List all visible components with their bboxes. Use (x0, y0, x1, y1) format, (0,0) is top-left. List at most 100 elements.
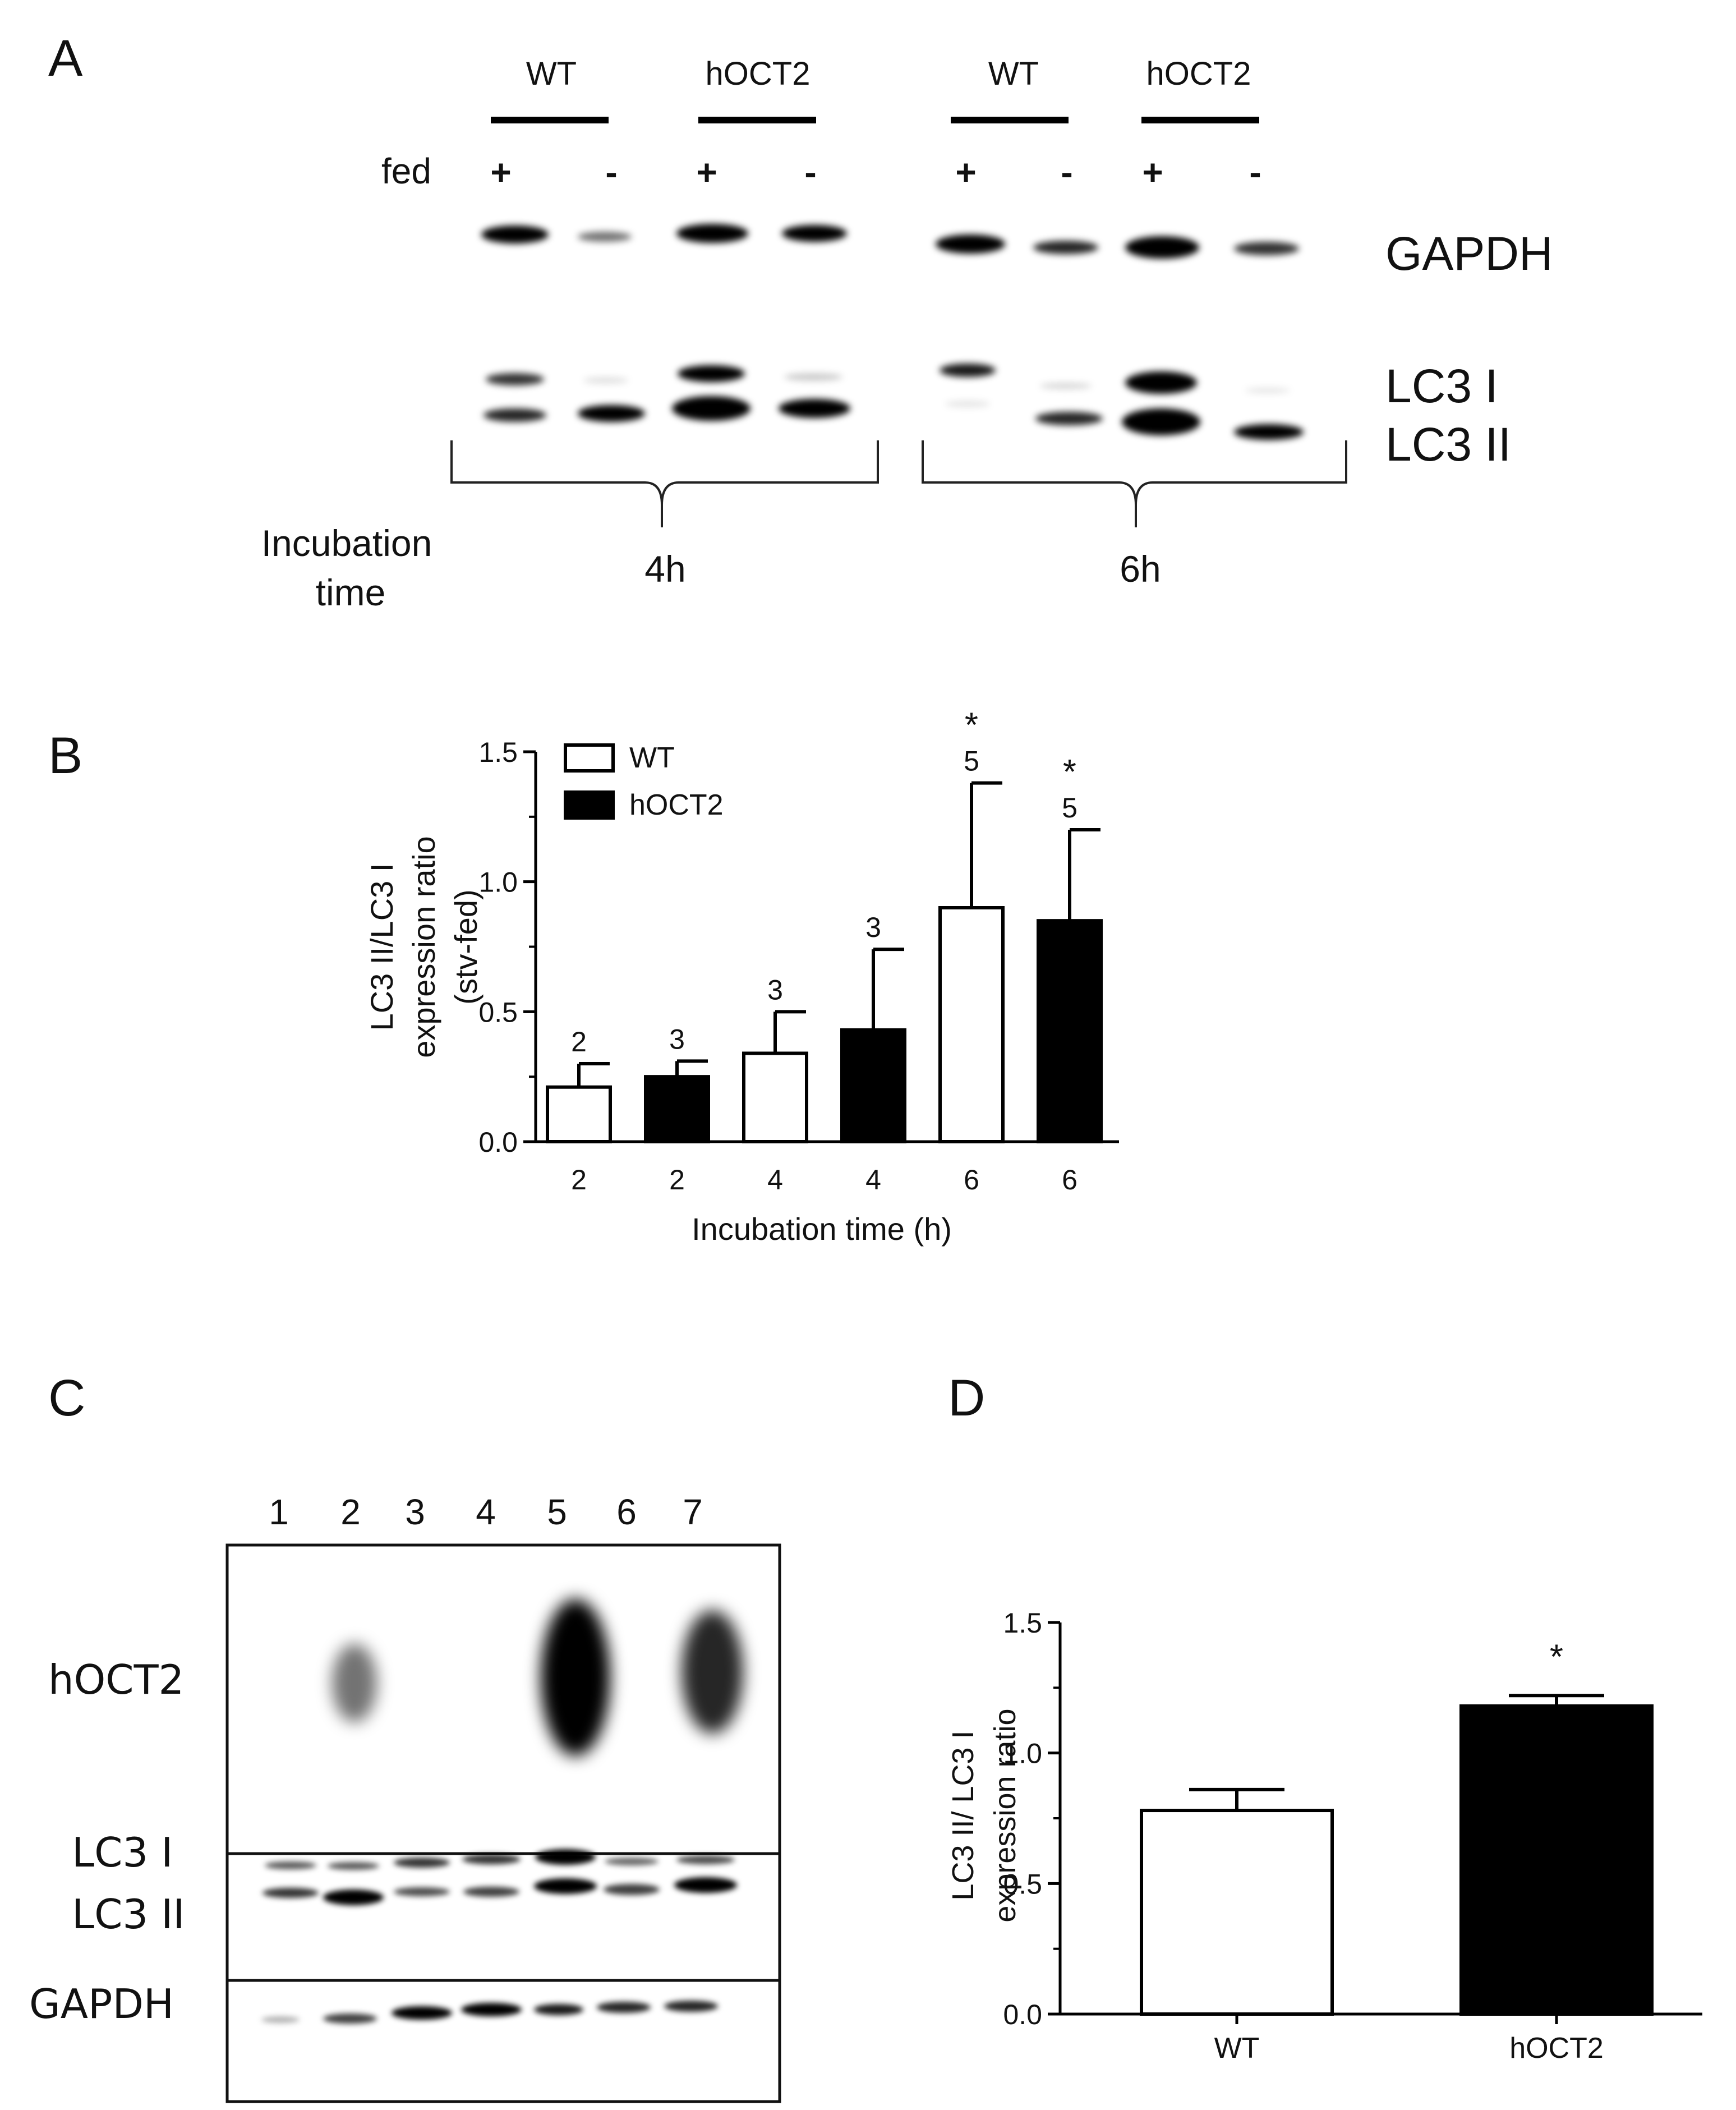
x-tick-label: hOCT2 (1509, 2032, 1604, 2065)
lc3i-band-a2 (583, 377, 628, 384)
y-tick-label: 1.5 (1003, 1607, 1042, 1639)
gapdh-band-c1 (261, 2016, 300, 2023)
lc3ii-band-a3 (672, 396, 750, 421)
y-tick-label: 1.0 (1003, 1738, 1042, 1769)
x-tick-label: 2 (669, 1164, 685, 1196)
group-bar-wt-4h (491, 117, 609, 123)
lane-number-2: 2 (340, 1492, 361, 1532)
lane-number-5: 5 (547, 1492, 567, 1532)
legend-label: hOCT2 (629, 789, 724, 821)
n-label: 5 (1062, 792, 1077, 824)
y-tick-label: 1.0 (478, 867, 518, 898)
gapdh-band-a6 (1033, 241, 1098, 254)
group-label-wt-6h: WT (988, 56, 1039, 92)
n-label: 5 (964, 746, 979, 777)
significance-star: * (965, 707, 978, 745)
band-label-lc3i: LC3 I (1385, 360, 1498, 412)
n-label: 3 (865, 912, 881, 943)
band-label-gapdh: GAPDH (1385, 227, 1553, 280)
row-label-lc3i: LC3 I (72, 1829, 173, 1876)
group-label-hoct2-4h: hOCT2 (705, 56, 811, 92)
panel-letter-a: A (48, 30, 83, 87)
gapdh-band-a1 (481, 226, 549, 243)
lc3ii-band-a8 (1234, 424, 1304, 440)
blot-a-image (450, 224, 1347, 527)
y-axis-label: expression ratio (988, 1708, 1022, 1922)
brace-4h (450, 440, 879, 527)
bar (1459, 1704, 1654, 2016)
lane-number-7: 7 (683, 1492, 703, 1532)
gapdh-band-a3 (676, 224, 748, 243)
gapdh-band-a4 (782, 225, 847, 242)
y-axis-label: (stv-fed) (448, 889, 483, 1004)
group-bar-wt-6h (951, 117, 1069, 123)
bar (742, 1051, 808, 1144)
x-tick-label: 2 (571, 1164, 587, 1196)
fed-sign-6: - (1061, 152, 1073, 192)
lc3i-band-c7 (676, 1855, 735, 1864)
bar (938, 906, 1005, 1143)
lc3i-band-a1 (486, 373, 544, 385)
brace-6h (922, 440, 1347, 527)
lc3i-band-c1 (265, 1861, 316, 1869)
row-label-hoct2: hOCT2 (48, 1656, 185, 1703)
lc3ii-band-a5 (945, 401, 990, 407)
x-tick-label: 6 (964, 1164, 979, 1196)
lc3i-band-a4 (784, 373, 842, 381)
x-tick-label: 4 (865, 1164, 881, 1196)
lc3ii-band-c2 (323, 1890, 384, 1905)
blot-c-frame-bottom (225, 1979, 781, 2103)
lane-number-4: 4 (476, 1492, 496, 1532)
panel-letter-d: D (948, 1369, 986, 1427)
gapdh-band-c4 (461, 2003, 522, 2016)
bar (546, 1085, 612, 1144)
legend-swatch (564, 743, 615, 773)
group-bar-hoct2-4h (698, 117, 816, 123)
lc3ii-band-a6 (1035, 412, 1103, 425)
lc3i-band-c6 (605, 1858, 659, 1865)
lane-number-3: 3 (405, 1492, 425, 1532)
significance-star: * (1063, 753, 1076, 792)
lc3ii-band-a7 (1122, 408, 1200, 435)
fed-label: fed (381, 151, 431, 191)
lc3i-band-a3 (678, 365, 745, 382)
bar (1140, 1809, 1334, 2016)
gapdh-band-c5 (534, 2004, 583, 2015)
lc3i-band-a8 (1245, 388, 1290, 393)
lc3ii-band-c7 (674, 1877, 737, 1893)
fed-sign-1: + (490, 152, 512, 192)
fed-sign-3: + (696, 152, 717, 192)
band-label-lc3ii: LC3 II (1385, 418, 1512, 471)
bar (840, 1028, 906, 1143)
lc3i-band-a6 (1040, 383, 1092, 389)
hoct2-smear-lane7 (681, 1610, 743, 1734)
bar (1037, 919, 1103, 1143)
lc3i-band-c4 (462, 1854, 521, 1864)
row-label-lc3ii: LC3 II (72, 1891, 185, 1938)
lc3ii-band-c5 (534, 1878, 597, 1894)
blot-c-image (225, 1543, 781, 2103)
y-tick-label: 0.5 (1003, 1868, 1042, 1900)
gapdh-band-c2 (323, 2014, 377, 2024)
x-tick-label: WT (1214, 2032, 1260, 2065)
gapdh-band-a7 (1125, 236, 1199, 259)
gapdh-band-a8 (1234, 242, 1299, 255)
legend-swatch (564, 790, 615, 820)
fed-sign-5: + (955, 152, 977, 192)
lc3ii-band-c1 (263, 1888, 319, 1898)
incubation-label-line2: time (315, 572, 386, 613)
group-label-wt-4h: WT (526, 56, 577, 92)
gapdh-band-c7 (664, 2001, 718, 2012)
gapdh-band-a5 (936, 235, 1005, 254)
significance-star: * (1550, 1638, 1563, 1676)
y-tick-label: 1.5 (478, 737, 518, 768)
lane-number-6: 6 (616, 1492, 637, 1532)
gapdh-band-c3 (392, 2006, 452, 2020)
fed-sign-7: + (1142, 152, 1163, 192)
y-tick-label: 0.0 (1003, 1999, 1042, 2030)
y-axis-label: LC3 II/LC3 I (364, 863, 399, 1031)
n-label: 3 (669, 1023, 685, 1055)
row-label-gapdh: GAPDH (29, 1980, 174, 2028)
